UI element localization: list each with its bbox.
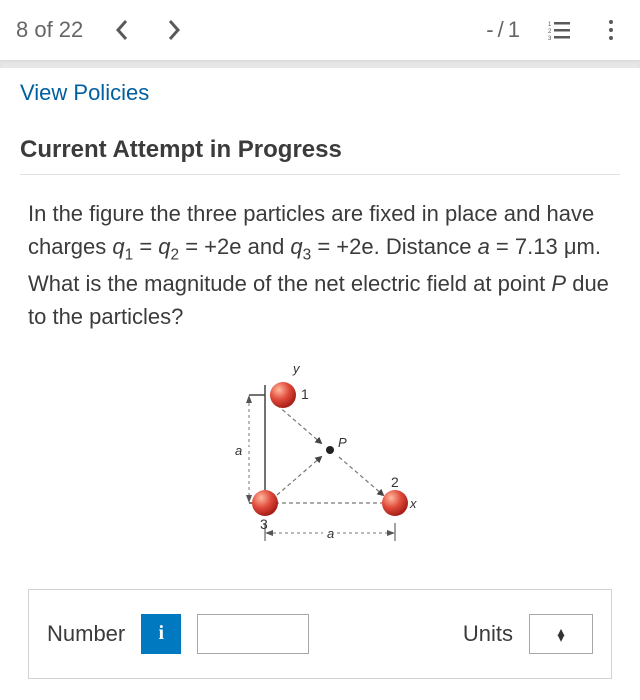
figure-particle-1-label: 1 bbox=[301, 386, 309, 402]
content-area: View Policies Current Attempt in Progres… bbox=[0, 68, 640, 699]
list-button[interactable]: 1 2 3 bbox=[546, 14, 572, 46]
page-input-value: - bbox=[486, 17, 493, 43]
problem-container: In the figure the three particles are fi… bbox=[20, 197, 620, 679]
more-vertical-icon bbox=[607, 19, 615, 41]
figure-particle-3-label: 3 bbox=[260, 516, 268, 532]
numbered-list-icon: 1 2 3 bbox=[548, 20, 570, 40]
problem-text: In the figure the three particles are fi… bbox=[28, 197, 612, 333]
info-icon: i bbox=[158, 622, 164, 645]
figure-y-axis-label: y bbox=[292, 361, 301, 376]
q2-sub: 2 bbox=[171, 246, 180, 263]
problem-seg-4: = +2e. Distance bbox=[311, 234, 477, 259]
pagination-toolbar: 8 of 22 - / 1 1 2 3 bbox=[0, 0, 640, 60]
figure-particle-2-label: 2 bbox=[391, 474, 399, 490]
q3-sub: 3 bbox=[303, 246, 312, 263]
page-slash: / bbox=[498, 17, 504, 43]
svg-text:3: 3 bbox=[548, 36, 552, 40]
page-total: 1 bbox=[508, 17, 520, 43]
toolbar-divider bbox=[0, 60, 640, 68]
p-var: P bbox=[551, 271, 566, 296]
page-position-label: 8 of 22 bbox=[16, 17, 83, 43]
updown-icon: ▴▾ bbox=[557, 627, 564, 641]
toolbar-right: - / 1 1 2 3 bbox=[486, 14, 624, 46]
next-button[interactable] bbox=[161, 14, 187, 46]
number-label: Number bbox=[47, 621, 125, 647]
figure-x-axis-label: x bbox=[409, 496, 417, 511]
view-policies-link[interactable]: View Policies bbox=[20, 80, 149, 106]
q3-var: q bbox=[290, 234, 302, 259]
q2-var: q bbox=[158, 234, 170, 259]
a-var: a bbox=[478, 234, 490, 259]
q1-sub: 1 bbox=[125, 246, 134, 263]
info-button[interactable]: i bbox=[141, 614, 181, 654]
prev-button[interactable] bbox=[109, 14, 135, 46]
page-input-display[interactable]: - / 1 bbox=[486, 17, 520, 43]
units-select[interactable]: ▴▾ bbox=[529, 614, 593, 654]
svg-text:1: 1 bbox=[548, 22, 552, 28]
chevron-left-icon bbox=[114, 19, 130, 41]
section-divider bbox=[20, 174, 620, 175]
more-button[interactable] bbox=[598, 14, 624, 46]
answer-panel: Number i Units ▴▾ bbox=[28, 589, 612, 679]
units-label: Units bbox=[463, 621, 513, 647]
chevron-right-icon bbox=[166, 19, 182, 41]
figure-container: y x a a bbox=[28, 355, 612, 565]
physics-figure: y x a a bbox=[205, 355, 435, 565]
q1-var: q bbox=[112, 234, 124, 259]
number-input[interactable] bbox=[197, 614, 309, 654]
svg-text:2: 2 bbox=[548, 29, 552, 35]
figure-a-side-label: a bbox=[235, 443, 242, 458]
section-heading: Current Attempt in Progress bbox=[20, 136, 620, 164]
figure-a-bottom-label: a bbox=[327, 526, 334, 541]
problem-seg-3: = +2e and bbox=[179, 234, 290, 259]
problem-seg-2: = bbox=[133, 234, 158, 259]
figure-p-label: P bbox=[338, 435, 347, 450]
toolbar-left: 8 of 22 bbox=[16, 14, 187, 46]
